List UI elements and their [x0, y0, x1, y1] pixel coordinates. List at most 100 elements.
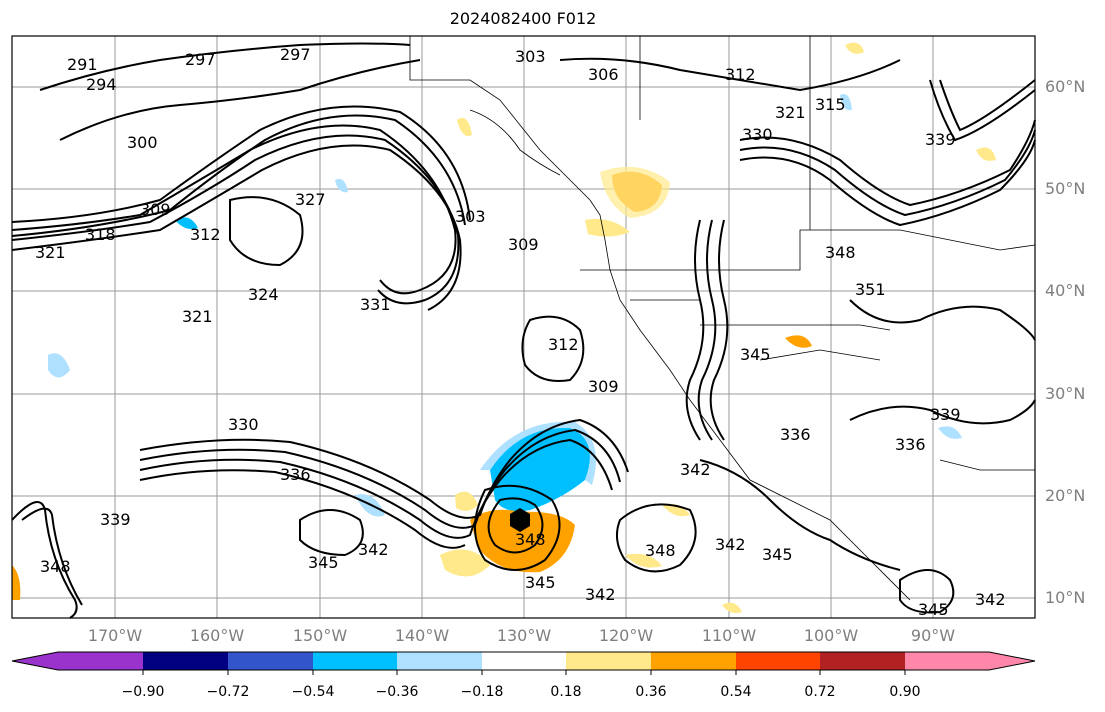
colorbar-tick-label: −0.18: [460, 684, 504, 700]
contour-label: 345: [918, 600, 949, 619]
contour-label: 339: [930, 405, 961, 424]
yellow-shading-storm: [440, 549, 490, 577]
contour-label: 348: [515, 530, 546, 549]
yellow-shading-southwest-corner: [12, 565, 21, 600]
yellow-shading-mexico: [625, 553, 662, 568]
yellow-shading-pnw: [585, 218, 630, 237]
lat-label: 50°N: [1045, 179, 1086, 198]
contour-label: 321: [182, 307, 213, 326]
colorbar-segment: [820, 652, 905, 670]
lightblue-shading-hawaii: [48, 353, 70, 378]
lightblue-shading-northeast: [840, 94, 852, 111]
contour-label: 342: [358, 540, 389, 559]
colorbar-segment: [651, 652, 736, 670]
yellow-shading-alaska: [457, 117, 472, 136]
colorbar: [11, 651, 1036, 675]
contour-label: 303: [515, 47, 546, 66]
contour-label: 348: [40, 557, 71, 576]
orange-shading-texas: [785, 335, 812, 348]
colorbar-segment: [313, 652, 397, 670]
yellow-shading-north-east: [976, 147, 996, 161]
contour-label: 291: [67, 55, 98, 74]
colorbar-under-arrow: [12, 652, 58, 670]
plot-frame: [11, 35, 1036, 619]
lightblue-shading-storm: [480, 421, 596, 485]
contour-label: 327: [295, 190, 326, 209]
contour-label: 309: [508, 235, 539, 254]
contour-label: 342: [715, 535, 746, 554]
colorbar-segment: [905, 652, 989, 670]
contour-label: 321: [775, 103, 806, 122]
contour-label: 345: [762, 545, 793, 564]
colorbar-over-arrow: [989, 652, 1035, 670]
contour-label: 342: [975, 590, 1006, 609]
contour-label: 339: [100, 510, 131, 529]
lon-label: 100°W: [803, 626, 859, 645]
contour-label: 321: [35, 243, 66, 262]
contours: [11, 42, 1036, 619]
colorbar-segment: [228, 652, 313, 670]
contour-label: 312: [725, 65, 756, 84]
contour-label: 303: [455, 207, 486, 226]
contour-label: 312: [548, 335, 579, 354]
contour-label: 339: [925, 130, 956, 149]
contour-label: 336: [280, 465, 311, 484]
contour-label: 351: [855, 280, 886, 299]
contour-label: 348: [645, 541, 676, 560]
lightblue-shading-pacific: [175, 217, 198, 229]
yellow-shading-storm-west: [455, 491, 478, 511]
contour-label: 336: [780, 425, 811, 444]
contour-label: 342: [585, 585, 616, 604]
lon-label: 140°W: [394, 626, 450, 645]
contour-label: 297: [280, 45, 311, 64]
contour-label: 345: [740, 345, 771, 364]
contour-label: 315: [815, 95, 846, 114]
contour-label: 331: [360, 295, 391, 314]
colorbar-tick-label: 0.36: [635, 684, 667, 700]
lat-label: 40°N: [1045, 281, 1086, 300]
lightblue-shading-pacific-2: [335, 178, 348, 193]
contour-label: 345: [525, 573, 556, 592]
lat-label: 10°N: [1045, 588, 1086, 607]
colorbar-segment: [143, 652, 228, 670]
colorbar-tick-label: 0.90: [889, 684, 921, 700]
colorbar-tick-label: 0.54: [720, 684, 752, 700]
contour-label: 312: [190, 225, 221, 244]
colorbar-tick-label: 0.18: [550, 684, 582, 700]
lon-label: 170°W: [87, 626, 143, 645]
colorbar-segment: [397, 652, 482, 670]
lon-label: 110°W: [701, 626, 757, 645]
blue-shading-storm-north: [490, 427, 590, 512]
contour-label: 309: [588, 377, 619, 396]
lon-label: 160°W: [189, 626, 245, 645]
yellow-shading-south: [722, 602, 742, 614]
lat-label: 30°N: [1045, 384, 1086, 403]
lon-label: 150°W: [292, 626, 348, 645]
lon-label: 90°W: [910, 626, 956, 645]
contour-label: 342: [680, 460, 711, 479]
colorbar-tick-label: −0.72: [206, 684, 250, 700]
contour-label: 306: [588, 65, 619, 84]
lat-label: 60°N: [1045, 77, 1086, 96]
lon-label: 120°W: [598, 626, 654, 645]
contour-label: 330: [742, 125, 773, 144]
contour-label: 330: [228, 415, 259, 434]
lon-label: 130°W: [496, 626, 552, 645]
colorbar-tick-label: 0.72: [804, 684, 836, 700]
yellow-shading-west-coast: [600, 166, 670, 218]
colorbar-segment: [58, 652, 143, 670]
colorbar-tick-label: −0.90: [121, 684, 165, 700]
contour-label: 348: [825, 243, 856, 262]
contour-label: 297: [185, 50, 216, 69]
colorbar-segment: [566, 652, 651, 670]
contour-label: 324: [248, 285, 279, 304]
lat-label: 20°N: [1045, 486, 1086, 505]
colorbar-tick-label: −0.36: [375, 684, 419, 700]
yellow-shading-central: [662, 503, 690, 517]
colorbar-segment: [736, 652, 820, 670]
lightblue-shading-east: [938, 426, 962, 439]
contour-label: 345: [308, 553, 339, 572]
contour-labels: 291 294 297 297 303 306 312 321 315 300 …: [35, 45, 1006, 619]
contour-label: 336: [895, 435, 926, 454]
